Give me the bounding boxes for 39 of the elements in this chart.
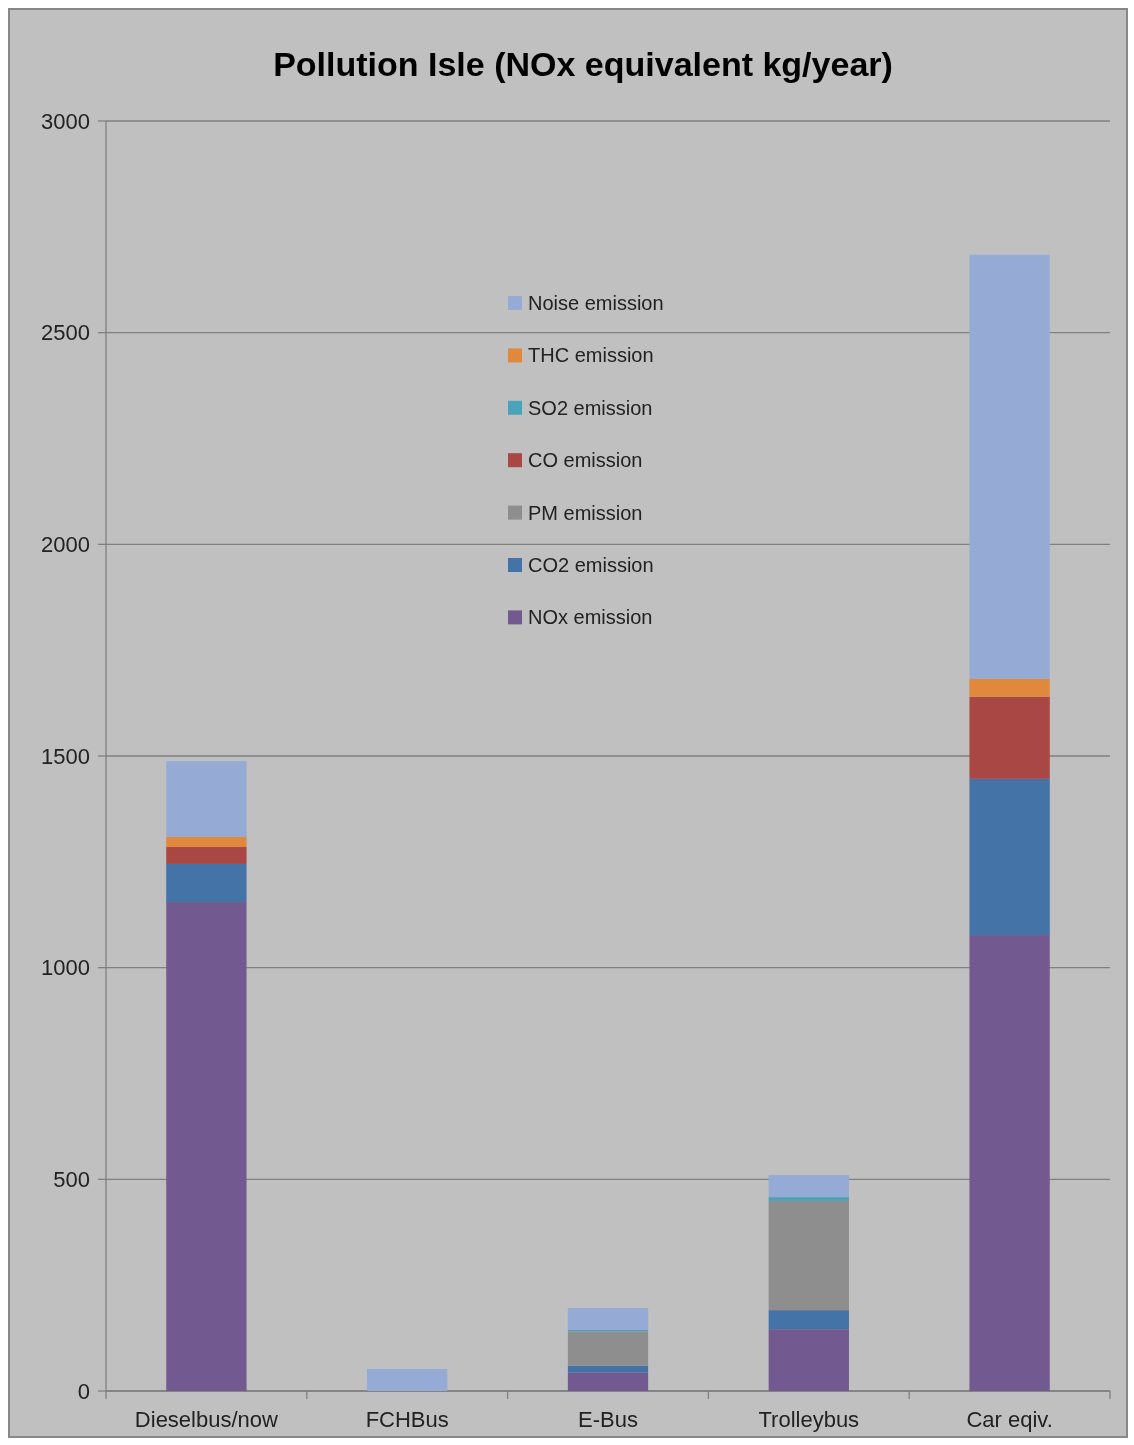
- bar: [166, 761, 247, 837]
- y-tick-label: 3000: [41, 108, 90, 134]
- x-tick-label: Car eqiv.: [966, 1407, 1053, 1432]
- y-tick-label: 2000: [41, 532, 90, 558]
- legend-label: CO emission: [528, 449, 643, 472]
- legend-label: NOx emission: [528, 606, 653, 629]
- bar: [567, 1372, 649, 1391]
- y-tick-label: 500: [53, 1167, 90, 1193]
- bar: [166, 847, 247, 864]
- legend-label: Noise emission: [528, 292, 664, 314]
- bar: [969, 778, 1050, 936]
- y-tick-label: 1000: [41, 955, 90, 981]
- legend-label: PM emission: [528, 501, 643, 524]
- bar: [166, 836, 247, 848]
- bar: [567, 1308, 649, 1331]
- bar: [367, 1368, 448, 1391]
- bar: [969, 254, 1050, 679]
- x-tick-label: FCHBus: [365, 1407, 449, 1432]
- y-tick-label: 1500: [41, 743, 90, 769]
- bar: [969, 678, 1050, 697]
- x-tick-label: E-Bus: [578, 1407, 638, 1432]
- legend-label: THC emission: [528, 344, 654, 367]
- y-tick-label: 2500: [41, 320, 90, 346]
- bar: [768, 1200, 849, 1311]
- bar: [768, 1310, 849, 1330]
- bar: [768, 1175, 849, 1198]
- bar: [768, 1197, 849, 1201]
- bar: [567, 1331, 649, 1366]
- bar: [969, 935, 1050, 1391]
- bar: [969, 696, 1050, 779]
- bar: [166, 863, 247, 903]
- chart-title: Pollution Isle (NOx equivalent kg/year): [273, 45, 893, 83]
- bar: [166, 902, 247, 1391]
- x-tick-label: Trolleybus: [758, 1407, 860, 1432]
- legend-label: SO2 emission: [528, 396, 653, 419]
- bar: [768, 1329, 849, 1391]
- y-tick-label: 0: [77, 1378, 90, 1404]
- legend-label: CO2 emission: [528, 554, 654, 576]
- x-tick-label: Dieselbus/now: [134, 1407, 279, 1432]
